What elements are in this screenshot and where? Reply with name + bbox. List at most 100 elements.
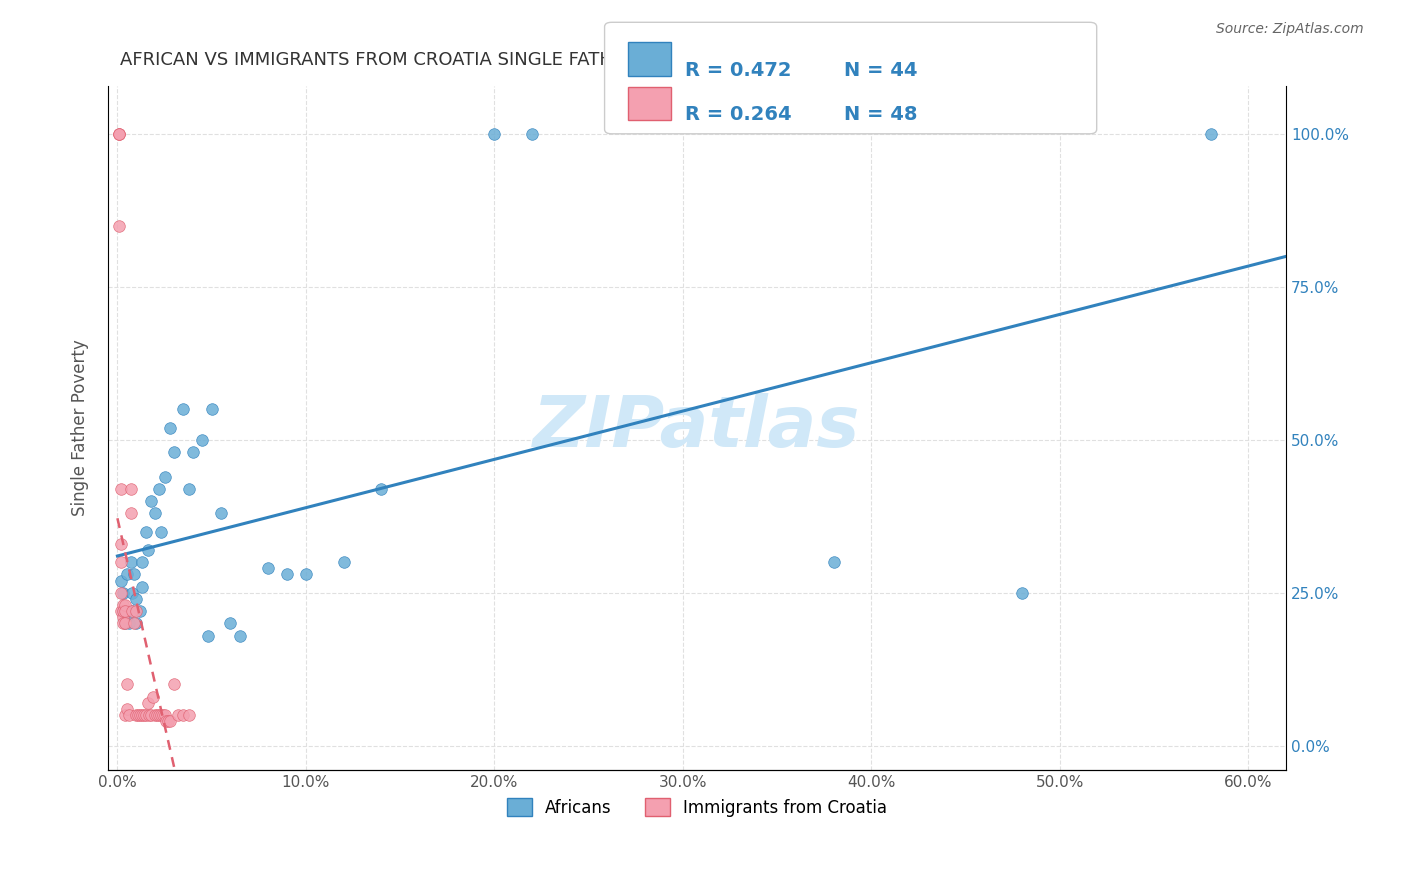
- Immigrants from Croatia: [120, 506, 142, 520]
- Africans: [114, 616, 136, 631]
- Immigrants from Croatia: [108, 219, 131, 233]
- Africans: [1011, 586, 1033, 600]
- Africans: [124, 567, 146, 582]
- Africans: [131, 555, 153, 569]
- Africans: [276, 567, 298, 582]
- Africans: [125, 616, 148, 631]
- Legend: Africans, Immigrants from Croatia: Africans, Immigrants from Croatia: [501, 792, 894, 823]
- Immigrants from Croatia: [143, 708, 166, 723]
- Africans: [153, 469, 176, 483]
- Immigrants from Croatia: [110, 537, 132, 551]
- Africans: [112, 604, 135, 618]
- Africans: [209, 506, 232, 520]
- Africans: [181, 445, 204, 459]
- Immigrants from Croatia: [132, 708, 155, 723]
- Immigrants from Croatia: [110, 482, 132, 496]
- Africans: [110, 574, 132, 588]
- Text: N = 44: N = 44: [844, 61, 917, 79]
- Immigrants from Croatia: [112, 616, 135, 631]
- Immigrants from Croatia: [136, 696, 159, 710]
- Africans: [484, 128, 506, 142]
- Immigrants from Croatia: [127, 708, 149, 723]
- Africans: [149, 524, 172, 539]
- Immigrants from Croatia: [129, 708, 152, 723]
- Text: Source: ZipAtlas.com: Source: ZipAtlas.com: [1216, 22, 1364, 37]
- Immigrants from Croatia: [155, 714, 177, 728]
- Immigrants from Croatia: [135, 708, 157, 723]
- Immigrants from Croatia: [114, 708, 136, 723]
- Immigrants from Croatia: [114, 604, 136, 618]
- Immigrants from Croatia: [115, 702, 138, 716]
- Africans: [177, 482, 200, 496]
- Immigrants from Croatia: [141, 708, 163, 723]
- Africans: [118, 616, 141, 631]
- Immigrants from Croatia: [152, 708, 174, 723]
- Immigrants from Croatia: [114, 616, 136, 631]
- Immigrants from Croatia: [172, 708, 194, 723]
- Africans: [135, 524, 157, 539]
- Text: N = 48: N = 48: [844, 105, 917, 124]
- Africans: [823, 555, 845, 569]
- Immigrants from Croatia: [159, 714, 181, 728]
- Immigrants from Croatia: [110, 555, 132, 569]
- Africans: [295, 567, 318, 582]
- Immigrants from Croatia: [138, 708, 160, 723]
- Immigrants from Croatia: [108, 128, 131, 142]
- Immigrants from Croatia: [112, 604, 135, 618]
- Immigrants from Croatia: [166, 708, 188, 723]
- Text: R = 0.264: R = 0.264: [685, 105, 792, 124]
- Africans: [191, 433, 214, 447]
- Immigrants from Croatia: [148, 708, 170, 723]
- Africans: [129, 604, 152, 618]
- Africans: [159, 421, 181, 435]
- Africans: [197, 628, 219, 642]
- Immigrants from Croatia: [121, 604, 143, 618]
- Africans: [121, 586, 143, 600]
- Immigrants from Croatia: [149, 708, 172, 723]
- Africans: [115, 604, 138, 618]
- Africans: [136, 543, 159, 558]
- Immigrants from Croatia: [115, 677, 138, 691]
- Immigrants from Croatia: [142, 690, 165, 704]
- Immigrants from Croatia: [124, 616, 146, 631]
- Africans: [370, 482, 392, 496]
- Africans: [257, 561, 280, 575]
- Immigrants from Croatia: [146, 708, 169, 723]
- Africans: [141, 494, 163, 508]
- Africans: [219, 616, 242, 631]
- Africans: [125, 591, 148, 606]
- Y-axis label: Single Father Poverty: Single Father Poverty: [72, 339, 89, 516]
- Immigrants from Croatia: [108, 128, 131, 142]
- Africans: [332, 555, 354, 569]
- Africans: [131, 580, 153, 594]
- Text: R = 0.472: R = 0.472: [685, 61, 792, 79]
- Africans: [115, 567, 138, 582]
- Africans: [1199, 128, 1222, 142]
- Africans: [120, 555, 142, 569]
- Africans: [112, 586, 135, 600]
- Immigrants from Croatia: [131, 708, 153, 723]
- Immigrants from Croatia: [157, 714, 180, 728]
- Africans: [148, 482, 170, 496]
- Immigrants from Croatia: [177, 708, 200, 723]
- Immigrants from Croatia: [108, 128, 131, 142]
- Immigrants from Croatia: [118, 708, 141, 723]
- Africans: [121, 604, 143, 618]
- Immigrants from Croatia: [125, 604, 148, 618]
- Immigrants from Croatia: [110, 586, 132, 600]
- Immigrants from Croatia: [125, 708, 148, 723]
- Africans: [143, 506, 166, 520]
- Text: ZIPatlas: ZIPatlas: [533, 393, 860, 462]
- Immigrants from Croatia: [112, 598, 135, 612]
- Africans: [520, 128, 543, 142]
- Immigrants from Croatia: [120, 482, 142, 496]
- Africans: [172, 402, 194, 417]
- Africans: [201, 402, 224, 417]
- Africans: [229, 628, 252, 642]
- Immigrants from Croatia: [153, 708, 176, 723]
- Immigrants from Croatia: [110, 604, 132, 618]
- Immigrants from Croatia: [114, 598, 136, 612]
- Immigrants from Croatia: [112, 610, 135, 624]
- Africans: [163, 445, 186, 459]
- Immigrants from Croatia: [163, 677, 186, 691]
